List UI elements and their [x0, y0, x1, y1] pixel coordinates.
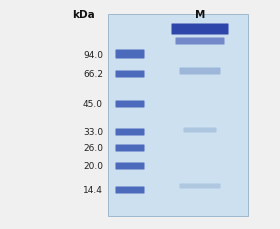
- Text: 45.0: 45.0: [83, 100, 103, 109]
- FancyBboxPatch shape: [176, 38, 225, 45]
- FancyBboxPatch shape: [115, 187, 144, 194]
- FancyBboxPatch shape: [179, 184, 221, 189]
- FancyBboxPatch shape: [115, 129, 144, 136]
- FancyBboxPatch shape: [179, 68, 221, 75]
- Text: 94.0: 94.0: [83, 50, 103, 59]
- FancyBboxPatch shape: [115, 50, 144, 59]
- FancyBboxPatch shape: [115, 145, 144, 152]
- FancyBboxPatch shape: [115, 163, 144, 170]
- FancyBboxPatch shape: [183, 128, 216, 133]
- Text: 14.4: 14.4: [83, 186, 103, 195]
- Text: 26.0: 26.0: [83, 144, 103, 153]
- Text: kDa: kDa: [72, 10, 95, 20]
- FancyBboxPatch shape: [115, 101, 144, 108]
- FancyBboxPatch shape: [115, 71, 144, 78]
- FancyBboxPatch shape: [108, 15, 248, 216]
- Text: 33.0: 33.0: [83, 128, 103, 137]
- Text: 66.2: 66.2: [83, 70, 103, 79]
- Text: 20.0: 20.0: [83, 162, 103, 171]
- Text: M: M: [195, 10, 205, 20]
- FancyBboxPatch shape: [171, 25, 228, 35]
